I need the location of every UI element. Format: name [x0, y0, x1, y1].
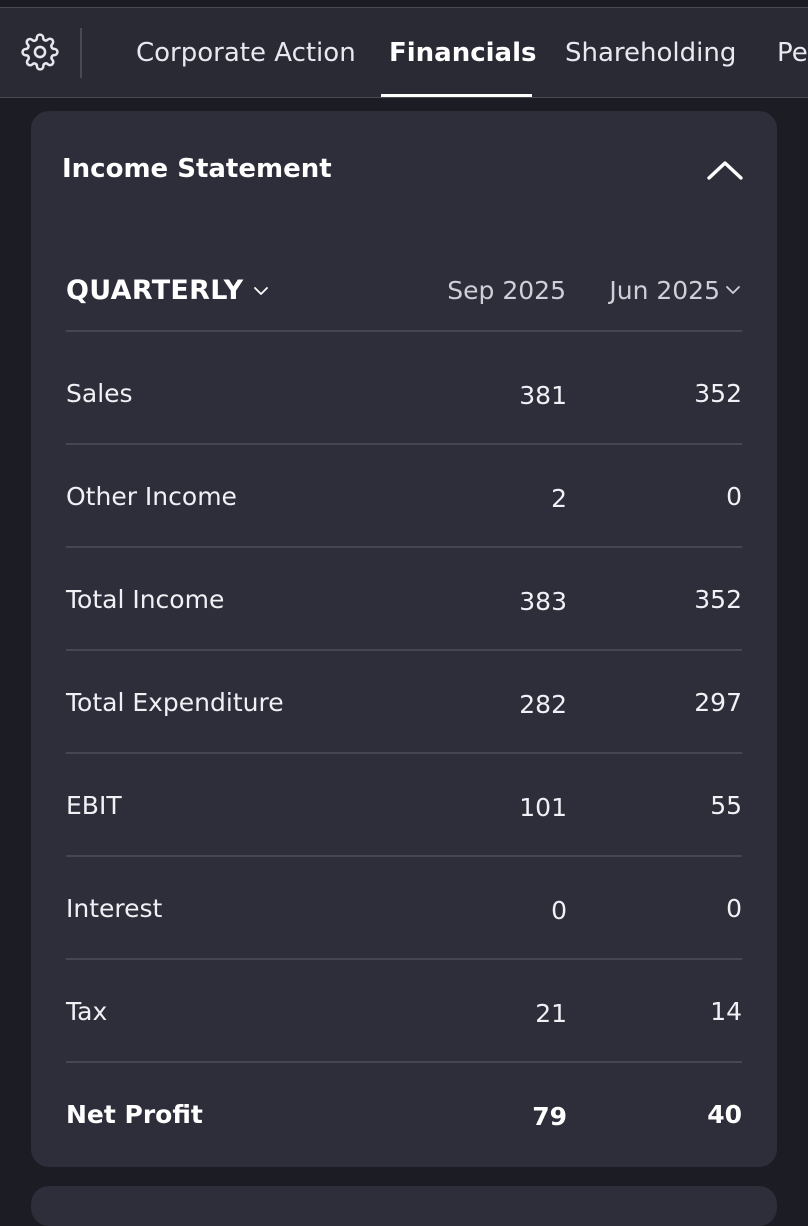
next-section-card [31, 1186, 777, 1226]
table-row: Total Income 383 352 [66, 570, 742, 630]
row-divider [66, 855, 742, 857]
row-value-jun-2025: 297 [694, 688, 742, 717]
active-tab-indicator [381, 94, 532, 97]
row-value-jun-2025: 352 [694, 585, 742, 614]
tab-financials[interactable]: Financials [389, 38, 537, 68]
tab-peers[interactable]: Pe [777, 38, 808, 68]
column-header-sep-2025: Sep 2025 [447, 276, 566, 305]
row-label: EBIT [66, 791, 122, 820]
card-title: Income Statement [62, 154, 332, 184]
chevron-down-icon[interactable] [724, 283, 742, 299]
row-value-sep-2025: 79 [532, 1102, 567, 1131]
row-label: Net Profit [66, 1100, 203, 1129]
row-divider [66, 958, 742, 960]
income-statement-card: Income Statement QUARTERLY Sep 2025 Jun … [31, 111, 777, 1167]
row-label: Total Income [66, 585, 225, 614]
column-header-jun-2025[interactable]: Jun 2025 [609, 276, 720, 305]
chevron-down-icon [254, 287, 269, 295]
gear-icon [21, 33, 59, 71]
period-label: QUARTERLY [66, 275, 244, 306]
row-divider [66, 443, 742, 445]
table-row: Other Income 2 0 [66, 467, 742, 527]
row-label: Interest [66, 894, 163, 923]
row-value-sep-2025: 2 [551, 484, 567, 513]
row-value-sep-2025: 282 [519, 690, 567, 719]
period-dropdown[interactable]: QUARTERLY [66, 271, 269, 311]
row-value-jun-2025: 0 [726, 894, 742, 923]
row-value-sep-2025: 383 [519, 587, 567, 616]
row-value-sep-2025: 21 [535, 999, 567, 1028]
status-strip [0, 0, 808, 7]
tab-bar: Corporate Action Financials Shareholding… [0, 7, 808, 98]
row-divider [66, 649, 742, 651]
row-label: Total Expenditure [66, 688, 284, 717]
row-label: Tax [66, 997, 108, 1026]
collapse-button[interactable] [705, 152, 745, 188]
row-divider [66, 752, 742, 754]
row-label: Sales [66, 379, 133, 408]
row-value-jun-2025: 40 [707, 1100, 742, 1129]
row-value-jun-2025: 352 [694, 379, 742, 408]
table-row: Sales 381 352 [66, 364, 742, 424]
chevron-up-icon [707, 161, 743, 180]
tab-divider [80, 28, 82, 78]
table-row: Tax 21 14 [66, 982, 742, 1042]
row-value-jun-2025: 0 [726, 482, 742, 511]
row-divider [66, 1061, 742, 1063]
table-row: Net Profit 79 40 [66, 1085, 742, 1145]
tab-corporate-action[interactable]: Corporate Action [136, 38, 356, 68]
settings-button[interactable] [20, 32, 60, 72]
table-row: Total Expenditure 282 297 [66, 673, 742, 733]
row-value-sep-2025: 0 [551, 896, 567, 925]
row-divider [66, 330, 742, 332]
table-header: QUARTERLY Sep 2025 Jun 2025 [66, 271, 742, 331]
table-row: EBIT 101 55 [66, 776, 742, 836]
row-label: Other Income [66, 482, 237, 511]
row-divider [66, 546, 742, 548]
row-value-sep-2025: 381 [519, 381, 567, 410]
row-value-jun-2025: 14 [710, 997, 742, 1026]
tab-shareholding[interactable]: Shareholding [565, 38, 737, 68]
row-value-sep-2025: 101 [519, 793, 567, 822]
row-value-jun-2025: 55 [710, 791, 742, 820]
table-row: Interest 0 0 [66, 879, 742, 939]
